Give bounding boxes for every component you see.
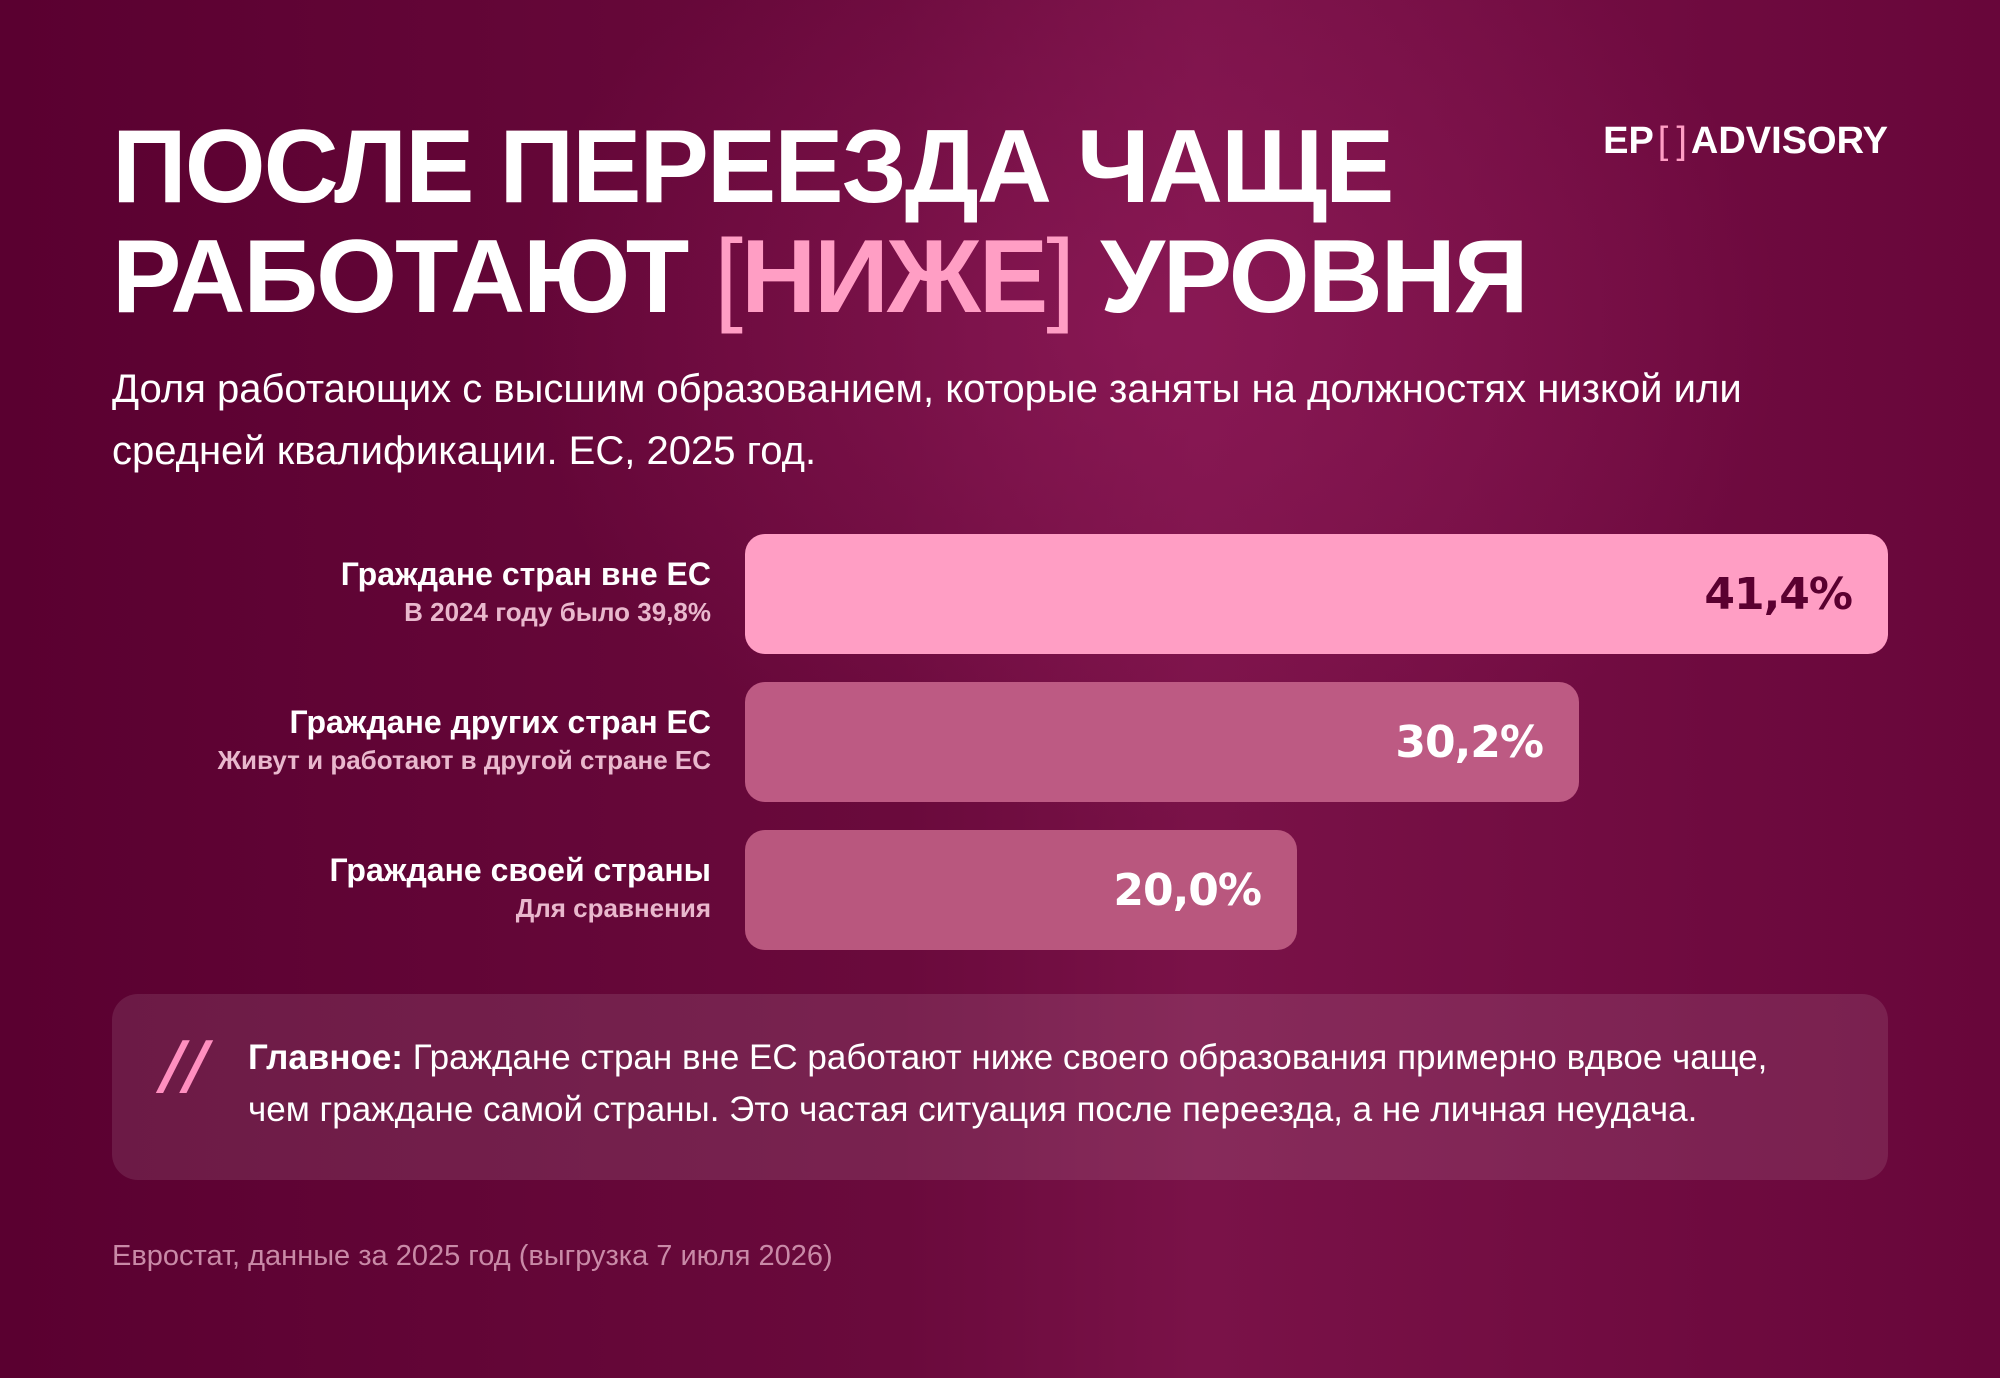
bar: 30,2% bbox=[745, 682, 1579, 802]
quote-mark-icon: // bbox=[162, 1029, 209, 1103]
title-line-2: РАБОТАЮТ [НИЖЕ] УРОВНЯ bbox=[112, 219, 1529, 335]
bar-value-label: 20,0% bbox=[1113, 864, 1262, 916]
logo-text-right: ADVISORY bbox=[1690, 120, 1888, 162]
source-note: Евростат, данные за 2025 год (выгрузка 7… bbox=[112, 1240, 833, 1272]
bar: 20,0% bbox=[745, 830, 1297, 950]
bar-chart: Граждане стран вне ЕС В 2024 году было 39… bbox=[111, 534, 1888, 950]
logo-bracket-open: [ bbox=[1657, 120, 1669, 162]
bar-category-note: Живут и работают в другой стране ЕС bbox=[217, 745, 711, 775]
brand-logo: EP[] ADVISORY bbox=[1603, 120, 1888, 163]
bar-label: Граждане других стран ЕС Живут и работают… bbox=[111, 702, 711, 778]
title-word-end: УРОВНЯ bbox=[1100, 219, 1529, 335]
bar-category-label: Граждане других стран ЕС bbox=[289, 704, 711, 740]
bar-category-note: Для сравнения bbox=[515, 893, 711, 923]
bar-value-label: 30,2% bbox=[1395, 716, 1544, 768]
bar-label: Граждане своей страны Для сравнения bbox=[111, 850, 712, 926]
bar-category-label: Граждане своей страны bbox=[329, 852, 712, 888]
takeaway-lead: Главное: bbox=[248, 1038, 403, 1077]
bar-label: Граждане стран вне ЕС В 2024 году было 39… bbox=[111, 554, 711, 630]
bottom-divider bbox=[0, 1378, 2000, 1382]
logo-bracket-close: ] bbox=[1676, 120, 1687, 162]
title-line-1: ПОСЛЕ ПЕРЕЕЗДА ЧАЩЕ bbox=[112, 109, 1394, 225]
bar-category-label: Граждане стран вне ЕС bbox=[340, 556, 711, 592]
title-bracket-open: [ bbox=[714, 219, 743, 335]
title-word-start: РАБОТАЮТ bbox=[112, 219, 689, 335]
page-subtitle: Доля работающих с высшим образованием, к… bbox=[112, 367, 1742, 473]
bar-category-note: В 2024 году было 39,8% bbox=[404, 597, 711, 627]
takeaway-body: Граждане стран вне ЕС работают ниже свое… bbox=[248, 1038, 1768, 1129]
takeaway-box: // Главное: Граждане стран вне ЕС работа… bbox=[112, 994, 1888, 1180]
title-bracket-close: ] bbox=[1046, 219, 1075, 335]
takeaway-text: Главное: Граждане стран вне ЕС работают … bbox=[248, 1032, 1828, 1136]
title-highlight: НИЖЕ bbox=[741, 219, 1048, 335]
bar: 41,4% bbox=[745, 534, 1888, 654]
logo-text-left: EP bbox=[1603, 120, 1654, 162]
page-title: ПОСЛЕ ПЕРЕЕЗДА ЧАЩЕ РАБОТАЮТ [НИЖЕ] УРОВ… bbox=[112, 109, 1529, 335]
bar-value-label: 41,4% bbox=[1704, 568, 1853, 620]
